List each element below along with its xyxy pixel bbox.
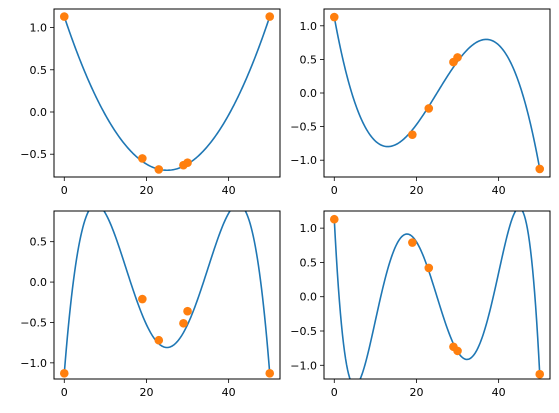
subplot-bottom-left: 0 20 40 −1.0 −0.5 0.0 0.5 bbox=[20, 210, 281, 399]
data-point bbox=[179, 318, 188, 328]
data-point bbox=[138, 154, 147, 163]
y-tick-label: −0.5 bbox=[290, 325, 317, 338]
subplot-top-right: 0 20 40 −1.0 −0.5 0.0 0.5 1.0 bbox=[290, 8, 551, 197]
x-tick-label: 20 bbox=[409, 184, 423, 197]
y-tick-label: −0.5 bbox=[20, 316, 47, 329]
fitted-curve bbox=[333, 16, 541, 170]
data-point bbox=[424, 263, 434, 273]
data-point bbox=[183, 306, 192, 316]
y-tick-label: −1.0 bbox=[290, 359, 317, 372]
subplot-top-left: 0 20 40 −0.5 0.0 0.5 1.0 bbox=[20, 8, 281, 197]
axes-frame bbox=[53, 210, 281, 380]
y-tick-label: −1.0 bbox=[290, 154, 317, 167]
x-tick-label: 20 bbox=[139, 386, 153, 399]
y-tick-label: 1.0 bbox=[300, 222, 318, 235]
y-tick-label: 0.5 bbox=[300, 53, 318, 66]
y-tick-label: 0.5 bbox=[300, 256, 318, 269]
y-tick-label: 0.0 bbox=[30, 276, 48, 289]
data-point bbox=[408, 238, 417, 247]
data-point bbox=[453, 53, 462, 62]
y-tick-label: 1.0 bbox=[300, 20, 318, 33]
x-tick-label: 40 bbox=[492, 184, 506, 197]
data-point bbox=[408, 130, 417, 139]
y-tick-label: −1.0 bbox=[20, 357, 47, 370]
subplot-bottom-right: 0 20 40 −1.0 −0.5 0.0 0.5 1.0 bbox=[290, 210, 551, 399]
data-point bbox=[265, 12, 275, 21]
data-point bbox=[59, 369, 69, 378]
y-tick-label: 0.0 bbox=[300, 291, 318, 304]
x-tick-label: 0 bbox=[61, 386, 68, 399]
data-point bbox=[329, 12, 339, 22]
x-tick-label: 20 bbox=[139, 184, 153, 197]
fitted-curve bbox=[63, 211, 271, 374]
axes-frame bbox=[323, 210, 551, 380]
fitted-curve bbox=[333, 211, 541, 379]
data-point bbox=[138, 294, 147, 304]
fitted-curve bbox=[63, 16, 271, 172]
y-tick-label: 0.0 bbox=[300, 87, 318, 100]
data-point bbox=[424, 104, 434, 113]
data-point bbox=[59, 12, 69, 21]
data-point bbox=[154, 165, 164, 174]
x-tick-label: 0 bbox=[331, 386, 338, 399]
data-point bbox=[265, 369, 275, 378]
x-tick-label: 40 bbox=[222, 386, 236, 399]
data-point bbox=[535, 164, 545, 174]
x-tick-label: 0 bbox=[331, 184, 338, 197]
x-tick-label: 0 bbox=[61, 184, 68, 197]
y-tick-label: −0.5 bbox=[290, 121, 317, 134]
data-point bbox=[535, 369, 545, 379]
y-tick-label: 0.0 bbox=[30, 106, 48, 119]
x-tick-label: 40 bbox=[222, 184, 236, 197]
data-point bbox=[453, 346, 462, 356]
y-tick-label: −0.5 bbox=[20, 148, 47, 161]
x-tick-label: 20 bbox=[409, 386, 423, 399]
data-point bbox=[183, 158, 192, 167]
data-point bbox=[154, 335, 164, 345]
y-tick-label: 0.5 bbox=[30, 64, 48, 77]
y-tick-label: 1.0 bbox=[30, 22, 48, 35]
data-point bbox=[329, 214, 339, 224]
x-tick-label: 40 bbox=[492, 386, 506, 399]
y-tick-label: 0.5 bbox=[30, 236, 48, 249]
axes-frame bbox=[53, 8, 281, 178]
